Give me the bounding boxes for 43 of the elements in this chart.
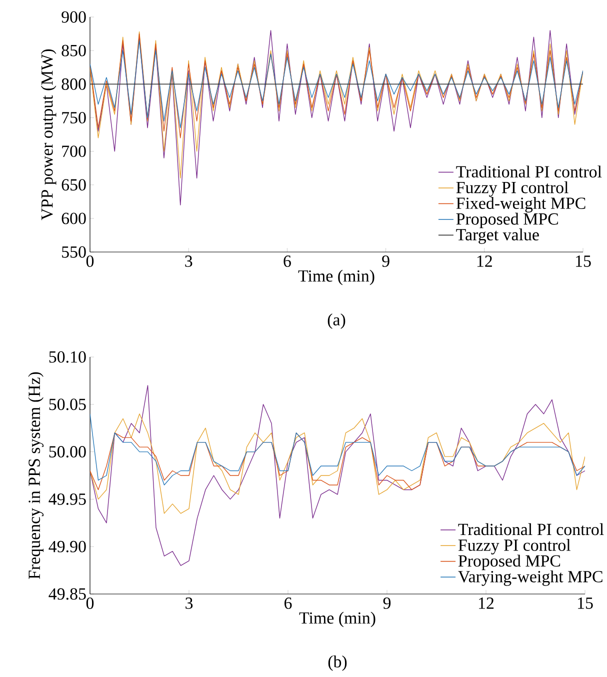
line-series: [90, 33, 584, 138]
x-axis-title: Time (min): [299, 612, 376, 628]
legend-label: Fuzzy PI control: [458, 538, 570, 554]
x-tick-label: 9: [382, 256, 390, 267]
legend-label: Proposed MPC: [456, 212, 558, 228]
x-tick-label: 12: [477, 256, 492, 267]
legend-label: Target value: [456, 228, 539, 244]
line-series: [90, 40, 584, 128]
x-tick-label: 0: [86, 598, 94, 609]
text: (a): [328, 314, 346, 329]
y-tick-label: 50.05: [49, 398, 86, 410]
y-tick-label: 50.00: [49, 446, 86, 458]
y-axis-title: Frequency in PPS system (Hz): [28, 372, 44, 579]
x-tick-label: 15: [578, 598, 593, 609]
legend-label: Traditional PI control: [456, 166, 602, 178]
y-tick-label: 50.10: [49, 351, 86, 363]
y-tick-label: 750: [62, 112, 86, 124]
x-tick-label: 12: [479, 598, 494, 609]
y-tick-label: 900: [62, 11, 86, 23]
x-tick-label: 3: [186, 598, 193, 609]
x-axis-title: Time (min): [298, 270, 374, 286]
x-tick-label: 3: [185, 256, 192, 267]
y-tick-label: 850: [62, 44, 86, 56]
y-tick-label: 49.95: [48, 493, 86, 505]
legend-label: Traditional PI control: [458, 523, 604, 536]
legend-label: Varying-weight MPC: [458, 570, 602, 586]
y-tick-label: 550: [62, 246, 86, 258]
x-tick-label: 6: [284, 598, 292, 609]
y-tick-label: 600: [62, 212, 86, 224]
y-tick-label: 49.90: [48, 540, 86, 552]
y-tick-label: 800: [62, 78, 86, 90]
x-tick-label: 6: [284, 256, 291, 267]
legend-label: Proposed MPC: [458, 554, 560, 570]
x-tick-label: 9: [383, 598, 391, 609]
legend-label: Fuzzy PI control: [456, 181, 568, 197]
x-tick-label: 15: [576, 256, 591, 267]
y-tick-label: 650: [62, 179, 86, 191]
y-tick-label: 700: [62, 146, 86, 158]
y-axis-title: VPP power output (MW): [40, 49, 56, 220]
y-tick-label: 49.85: [48, 588, 86, 600]
legend-label: Fixed-weight MPC: [456, 197, 586, 212]
text: (b): [328, 656, 347, 671]
x-tick-label: 0: [86, 256, 94, 267]
